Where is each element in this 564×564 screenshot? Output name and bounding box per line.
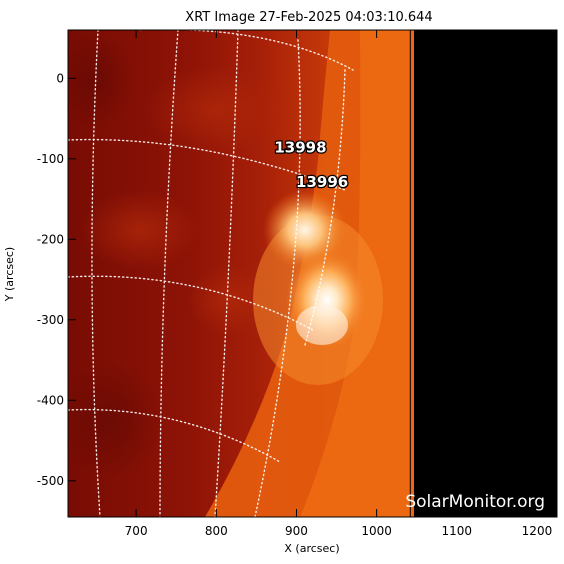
latitude-line xyxy=(68,408,281,463)
y-tick-label: -500 xyxy=(37,474,64,488)
longitude-line xyxy=(91,30,101,517)
longitude-line xyxy=(214,30,239,517)
watermark-text: SolarMonitor.org xyxy=(405,492,545,512)
disk-texture xyxy=(145,65,285,155)
image-title: XRT Image 27-Feb-2025 04:03:10.644 xyxy=(185,10,432,25)
disk-texture xyxy=(80,190,200,270)
latitude-line xyxy=(68,275,314,331)
x-tick-label: 1000 xyxy=(361,524,392,538)
latitude-line xyxy=(139,30,354,71)
disk-texture xyxy=(68,30,135,130)
y-tick-label: -100 xyxy=(37,152,64,166)
x-tick-label: 1200 xyxy=(522,524,553,538)
longitude-line xyxy=(304,69,346,346)
solar-image-plot xyxy=(68,30,557,517)
y-tick-label: -200 xyxy=(37,232,64,246)
heliographic-grid xyxy=(68,30,354,517)
y-tick-label: -400 xyxy=(37,393,64,407)
active-region-label: 13996 xyxy=(296,173,348,191)
longitude-line xyxy=(159,30,179,517)
x-tick-label: 900 xyxy=(285,524,308,538)
active-region-labels: 13998 13996 xyxy=(273,137,349,192)
x-tick-label: 700 xyxy=(125,524,148,538)
disk-texture xyxy=(185,265,275,335)
x-axis-label: X (arcsec) xyxy=(284,542,339,555)
x-axis-ticks: 700 800 900 1000 1100 1200 xyxy=(125,30,553,538)
plot-frame xyxy=(67,29,558,518)
y-tick-label: -300 xyxy=(37,313,64,327)
y-tick-label: 0 xyxy=(56,71,64,85)
limb-corona-outer xyxy=(300,30,414,517)
x-tick-label: 800 xyxy=(205,524,228,538)
y-axis-ticks: 0 -100 -200 -300 -400 -500 xyxy=(37,71,557,488)
x-tick-label: 1100 xyxy=(442,524,473,538)
active-region-core xyxy=(296,305,348,345)
disk-texture xyxy=(68,360,165,480)
y-axis-label: Y (arcsec) xyxy=(3,247,16,302)
active-region-label: 13998 xyxy=(274,138,326,156)
latitude-line xyxy=(68,138,346,191)
